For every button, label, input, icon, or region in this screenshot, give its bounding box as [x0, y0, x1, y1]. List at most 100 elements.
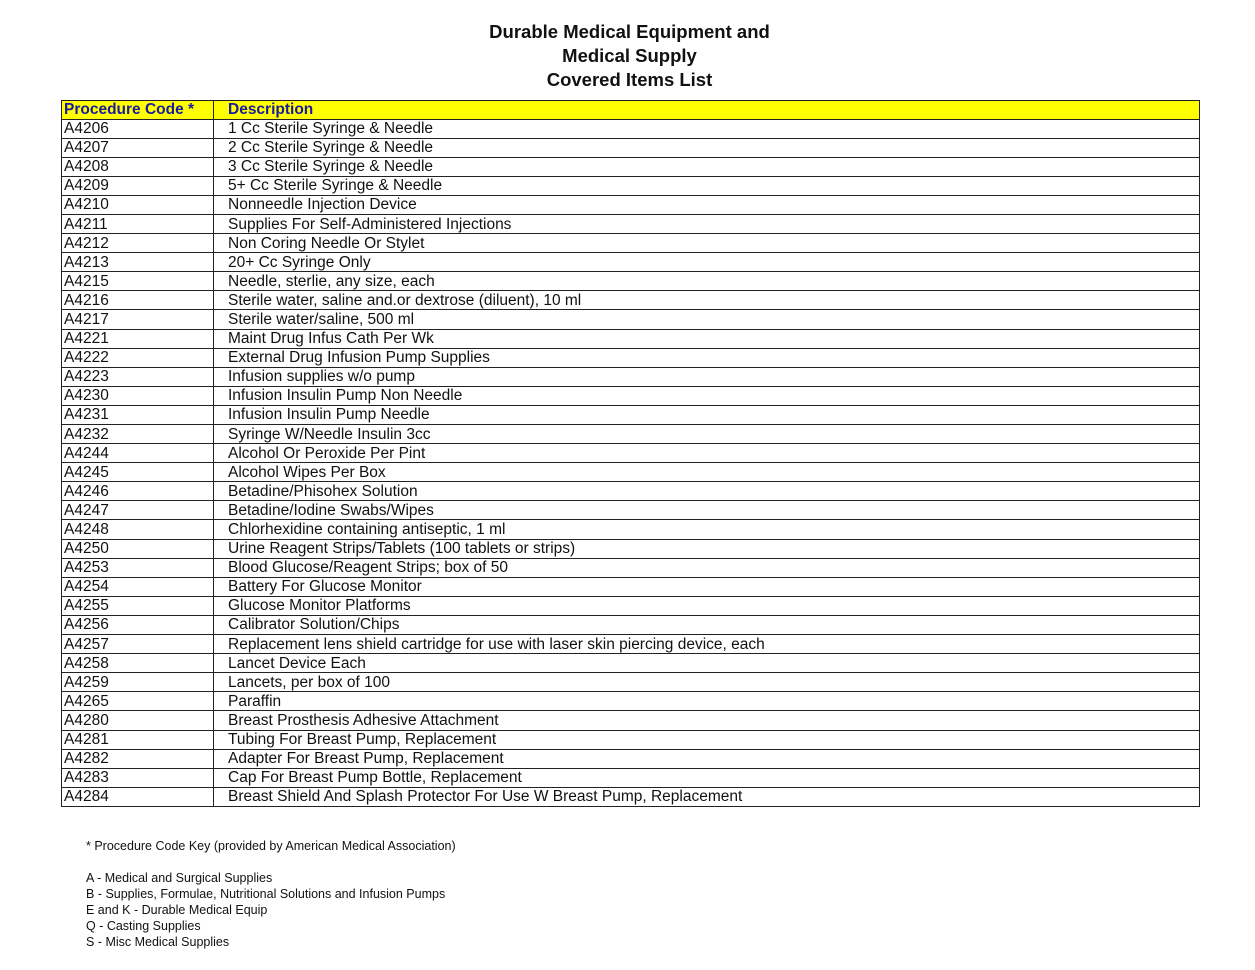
description-cell: 2 Cc Sterile Syringe & Needle: [213, 137, 1200, 158]
procedure-code-cell: A4256: [61, 614, 214, 636]
table-row: A4282 Adapter For Breast Pump, Replacemen…: [61, 748, 1200, 769]
table-row: A4209 5+ Cc Sterile Syringe & Needle: [61, 175, 1200, 196]
description-cell: Chlorhexidine containing antiseptic, 1 m…: [213, 519, 1200, 540]
table-row: A4210 Nonneedle Injection Device: [61, 194, 1200, 215]
table-row: A4284 Breast Shield And Splash Protector …: [61, 786, 1200, 807]
table-row: A4283 Cap For Breast Pump Bottle, Replace…: [61, 767, 1200, 788]
description-cell: Sterile water/saline, 500 ml: [213, 309, 1200, 330]
description-cell: Lancet Device Each: [213, 653, 1200, 674]
procedure-code-cell: A4280: [61, 710, 214, 731]
description-cell: Infusion supplies w/o pump: [213, 366, 1200, 387]
table-row: A4265 Paraffin: [61, 691, 1200, 712]
procedure-code-cell: A4210: [61, 194, 214, 215]
description-cell: Replacement lens shield cartridge for us…: [213, 634, 1200, 655]
procedure-code-cell: A4207: [61, 137, 214, 158]
procedure-code-key: * Procedure Code Key (provided by Americ…: [86, 838, 456, 950]
table-row: A4253 Blood Glucose/Reagent Strips; box o…: [61, 557, 1200, 578]
procedure-code-cell: A4223: [61, 366, 214, 387]
key-item: A - Medical and Surgical Supplies: [86, 871, 273, 885]
procedure-code-cell: A4257: [61, 634, 214, 655]
table-row: A4206 1 Cc Sterile Syringe & Needle: [61, 118, 1200, 139]
table-row: A4212 Non Coring Needle Or Stylet: [61, 233, 1200, 254]
title-line: Medical Supply: [562, 45, 697, 66]
procedure-code-cell: A4248: [61, 519, 214, 540]
table-row: A4244 Alcohol Or Peroxide Per Pint: [61, 443, 1200, 464]
description-cell: Sterile water, saline and.or dextrose (d…: [213, 290, 1200, 311]
covered-items-table: Procedure Code * Description A4206 1 Cc S…: [61, 100, 1200, 807]
description-cell: Battery For Glucose Monitor: [213, 576, 1200, 597]
table-row: A4231 Infusion Insulin Pump Needle: [61, 404, 1200, 426]
title-line: Durable Medical Equipment and: [489, 21, 770, 42]
procedure-code-cell: A4281: [61, 729, 214, 750]
description-cell: Urine Reagent Strips/Tablets (100 tablet…: [213, 538, 1200, 559]
procedure-code-cell: A4250: [61, 538, 214, 559]
description-cell: Betadine/Iodine Swabs/Wipes: [213, 500, 1200, 521]
description-cell: Needle, sterlie, any size, each: [213, 271, 1200, 292]
procedure-code-cell: A4259: [61, 672, 214, 693]
description-cell: Cap For Breast Pump Bottle, Replacement: [213, 767, 1200, 788]
procedure-code-cell: A4247: [61, 500, 214, 521]
description-cell: Alcohol Wipes Per Box: [213, 462, 1200, 483]
table-row: A4223 Infusion supplies w/o pump: [61, 366, 1200, 387]
procedure-code-cell: A4208: [61, 156, 214, 177]
table-row: A4211 Supplies For Self-Administered Inje…: [61, 213, 1200, 235]
description-cell: Infusion Insulin Pump Non Needle: [213, 385, 1200, 406]
procedure-code-cell: A4283: [61, 767, 214, 788]
procedure-code-cell: A4222: [61, 347, 214, 368]
description-cell: 20+ Cc Syringe Only: [213, 252, 1200, 273]
procedure-code-cell: A4284: [61, 786, 214, 807]
header-description: Description: [213, 100, 1200, 120]
key-item: E and K - Durable Medical Equip: [86, 903, 268, 917]
table-row: A4255 Glucose Monitor Platforms: [61, 595, 1200, 616]
description-cell: 3 Cc Sterile Syringe & Needle: [213, 156, 1200, 177]
title-line: Covered Items List: [546, 69, 713, 90]
table-row: A4258 Lancet Device Each: [61, 653, 1200, 674]
description-cell: Betadine/Phisohex Solution: [213, 481, 1200, 502]
procedure-code-cell: A4206: [61, 118, 214, 139]
procedure-code-cell: A4217: [61, 309, 214, 330]
table-row: A4232 Syringe W/Needle Insulin 3cc: [61, 423, 1200, 445]
table-row: A4207 2 Cc Sterile Syringe & Needle: [61, 137, 1200, 158]
procedure-code-cell: A4265: [61, 691, 214, 712]
procedure-code-cell: A4215: [61, 271, 214, 292]
description-cell: Non Coring Needle Or Stylet: [213, 233, 1200, 254]
description-cell: Breast Prosthesis Adhesive Attachment: [213, 710, 1200, 731]
procedure-code-cell: A4221: [61, 328, 214, 349]
description-cell: Lancets, per box of 100: [213, 672, 1200, 693]
description-cell: Calibrator Solution/Chips: [213, 614, 1200, 636]
table-row: A4254 Battery For Glucose Monitor: [61, 576, 1200, 597]
description-cell: Alcohol Or Peroxide Per Pint: [213, 443, 1200, 464]
table-row: A4259 Lancets, per box of 100: [61, 672, 1200, 693]
description-cell: Adapter For Breast Pump, Replacement: [213, 748, 1200, 769]
procedure-code-cell: A4231: [61, 404, 214, 426]
description-cell: Syringe W/Needle Insulin 3cc: [213, 423, 1200, 445]
table-row: A4230 Infusion Insulin Pump Non Needle: [61, 385, 1200, 406]
description-cell: Tubing For Breast Pump, Replacement: [213, 729, 1200, 750]
table-row: A4222 External Drug Infusion Pump Supplie…: [61, 347, 1200, 368]
procedure-code-cell: A4216: [61, 290, 214, 311]
table-row: A4257 Replacement lens shield cartridge f…: [61, 634, 1200, 655]
table-row: A4215 Needle, sterlie, any size, each: [61, 271, 1200, 292]
procedure-code-cell: A4211: [61, 213, 214, 235]
description-cell: 5+ Cc Sterile Syringe & Needle: [213, 175, 1200, 196]
procedure-code-cell: A4232: [61, 423, 214, 445]
header-procedure-code: Procedure Code *: [61, 100, 214, 120]
description-cell: Glucose Monitor Platforms: [213, 595, 1200, 616]
procedure-code-cell: A4212: [61, 233, 214, 254]
procedure-code-cell: A4282: [61, 748, 214, 769]
table-row: A4221 Maint Drug Infus Cath Per Wk: [61, 328, 1200, 349]
procedure-code-cell: A4253: [61, 557, 214, 578]
table-row: A4213 20+ Cc Syringe Only: [61, 252, 1200, 273]
description-cell: Blood Glucose/Reagent Strips; box of 50: [213, 557, 1200, 578]
table-row: A4280 Breast Prosthesis Adhesive Attachme…: [61, 710, 1200, 731]
procedure-code-cell: A4213: [61, 252, 214, 273]
description-cell: Supplies For Self-Administered Injection…: [213, 213, 1200, 235]
key-title: * Procedure Code Key (provided by Americ…: [86, 839, 456, 853]
table-row: A4250 Urine Reagent Strips/Tablets (100 t…: [61, 538, 1200, 559]
table-row: A4246 Betadine/Phisohex Solution: [61, 481, 1200, 502]
description-cell: 1 Cc Sterile Syringe & Needle: [213, 118, 1200, 139]
table-row: A4208 3 Cc Sterile Syringe & Needle: [61, 156, 1200, 177]
description-cell: Breast Shield And Splash Protector For U…: [213, 786, 1200, 807]
procedure-code-cell: A4246: [61, 481, 214, 502]
procedure-code-cell: A4245: [61, 462, 214, 483]
